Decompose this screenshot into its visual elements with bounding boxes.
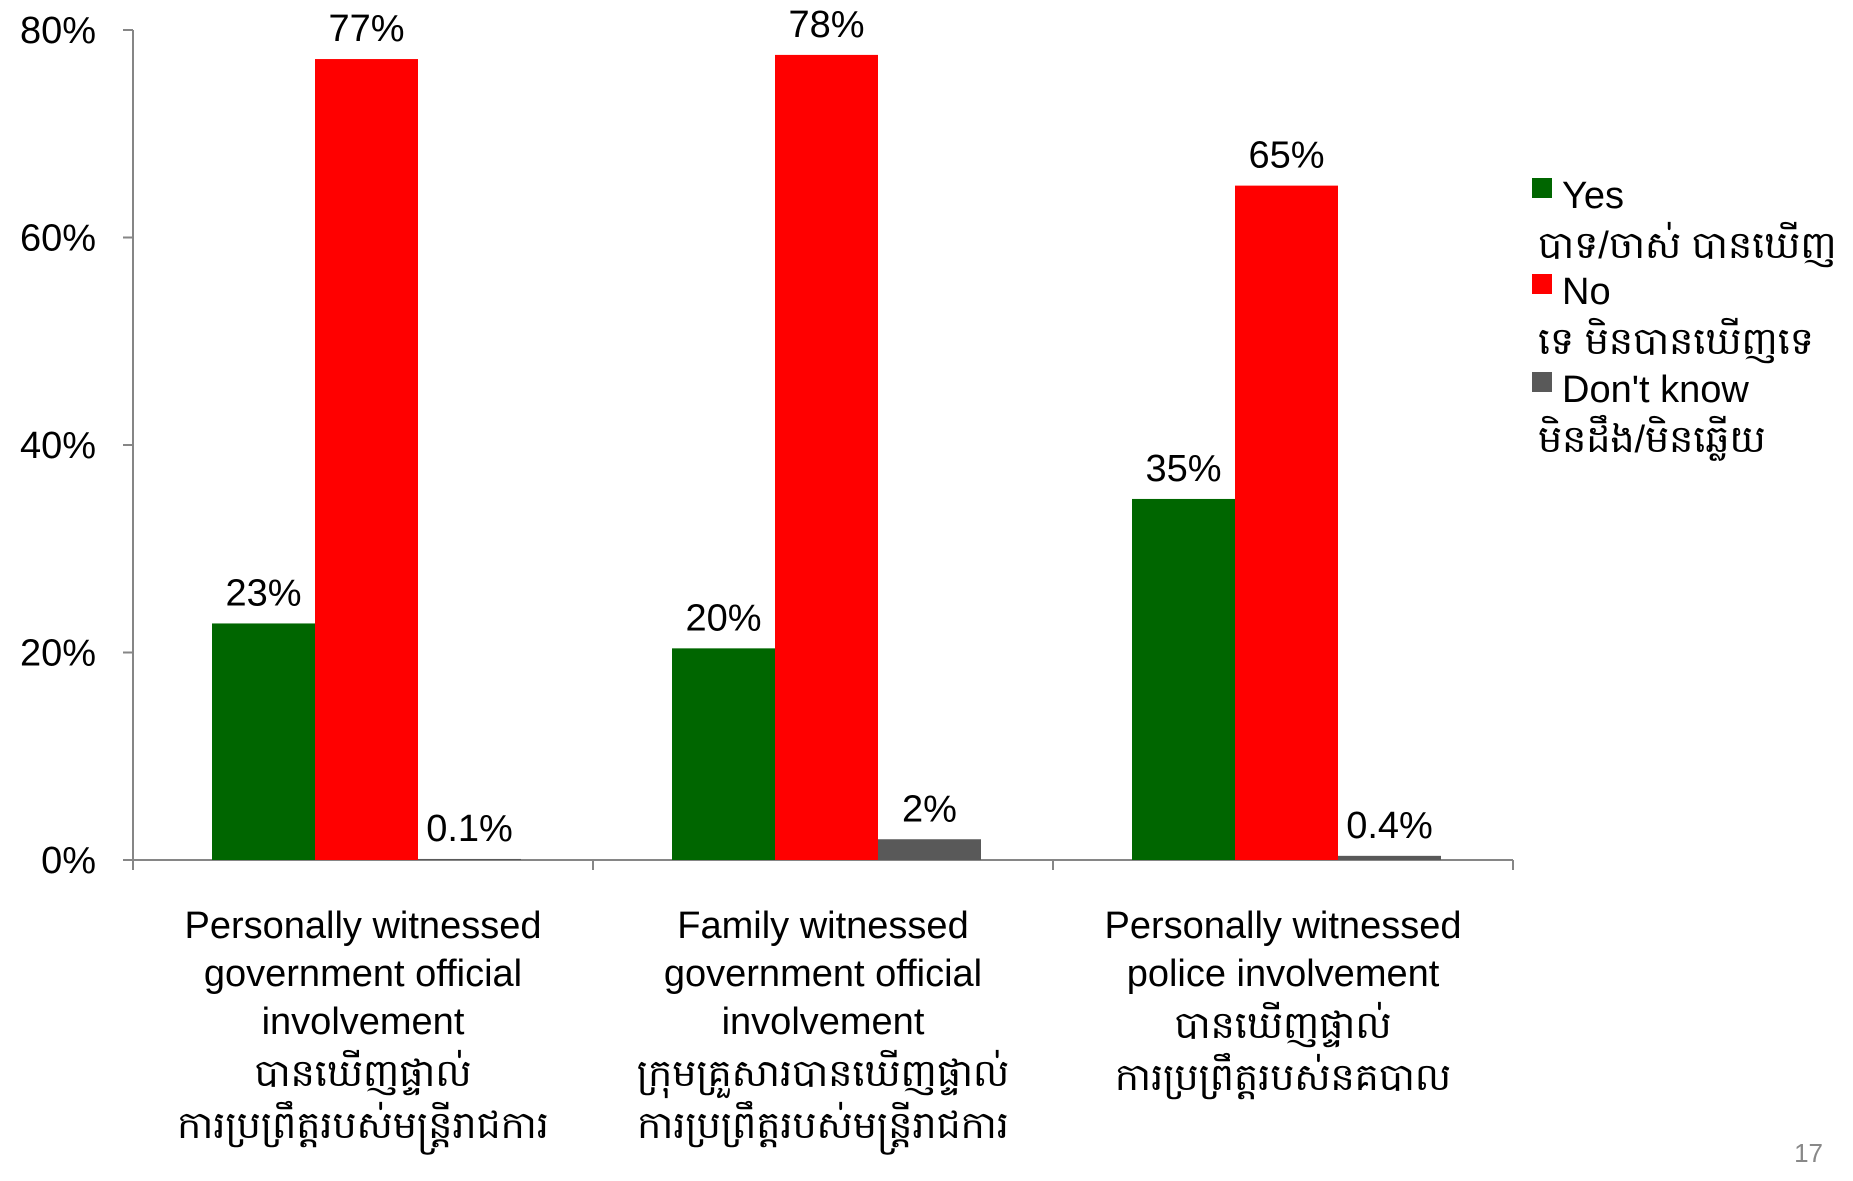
category-label-line: ការប្រព្រឹត្តរបស់មន្ត្រីរាជការ (177, 1100, 549, 1155)
data-label: 20% (685, 597, 761, 639)
bar-don-t-know-0 (418, 858, 521, 860)
y-tick-label: 0% (41, 840, 96, 882)
bar-don-t-know-1 (878, 839, 981, 860)
category-label-line: involvement (262, 1001, 465, 1043)
category-label-line: police involvement (1127, 953, 1440, 995)
y-tick-label: 60% (20, 218, 96, 260)
y-tick-label: 20% (20, 633, 96, 675)
category-label-line: ក្រុមគ្រួសារបានឃើញផ្ទាល់ (637, 1049, 1009, 1099)
category-label-line: ការប្រព្រឹត្តរបស់នគបាល (1115, 1052, 1451, 1100)
bar-no-0 (315, 59, 418, 861)
category-label-line: បានឃើញផ្ទាល់ (254, 1049, 471, 1096)
data-label: 78% (788, 4, 864, 46)
bar-no-2 (1235, 185, 1338, 860)
category-label: Personally witnessed government official i… (177, 905, 549, 1155)
data-label: 35% (1145, 448, 1221, 490)
legend-swatch-0 (1532, 178, 1552, 198)
legend-label-km: បាទ/ចាស់ បានឃើញ (1538, 221, 1837, 268)
legend-label: No (1562, 271, 1611, 313)
category-label-line: បានឃើញផ្ទាល់ (1174, 1001, 1391, 1048)
y-tick-label: 40% (20, 425, 96, 467)
data-labels: 23% 77% 0.1% 20% 78% 2% 35% 65% 0.4% (225, 4, 1432, 850)
legend-label: Yes (1562, 175, 1624, 217)
data-label: 77% (328, 8, 404, 50)
page-number: 17 (1794, 1138, 1823, 1168)
category-labels: Personally witnessed government official i… (177, 905, 1461, 1155)
legend-swatch-1 (1532, 274, 1552, 294)
data-label: 2% (902, 788, 957, 830)
data-label: 0.4% (1346, 805, 1433, 847)
category-label-line: government official (664, 953, 982, 995)
category-label-line: government official (204, 953, 522, 995)
bar-don-t-know-2 (1338, 855, 1441, 860)
bars (212, 54, 1441, 861)
y-tick-label: 80% (20, 10, 96, 52)
category-label-line: ការប្រព្រឹត្តរបស់មន្ត្រីរាជការ (637, 1100, 1009, 1155)
data-label: 65% (1248, 135, 1324, 177)
category-label-line: Family witnessed (677, 905, 968, 947)
data-label: 0.1% (426, 808, 513, 850)
data-label: 23% (225, 572, 301, 614)
category-label: Family witnessed government official invol… (637, 905, 1009, 1155)
bar-no-1 (775, 54, 878, 860)
axes: 0% 20% 40% 60% 80% (20, 10, 1514, 882)
legend-swatch-2 (1532, 372, 1552, 392)
legend-label: Don't know (1562, 369, 1749, 411)
bar-yes-2 (1132, 498, 1235, 860)
category-label-line: Personally witnessed (1105, 905, 1462, 947)
category-label-line: Personally witnessed (185, 905, 542, 947)
bar-yes-1 (672, 648, 775, 860)
legend-label-km: មិនដឹង/មិនឆ្លើយ (1538, 414, 1766, 461)
category-label-line: involvement (722, 1001, 925, 1043)
bar-yes-0 (212, 623, 315, 860)
category-label: Personally witnessed police involvement បា… (1105, 905, 1462, 1100)
legend-label-km: ទេ មិនបានឃើញទេ (1538, 317, 1814, 364)
